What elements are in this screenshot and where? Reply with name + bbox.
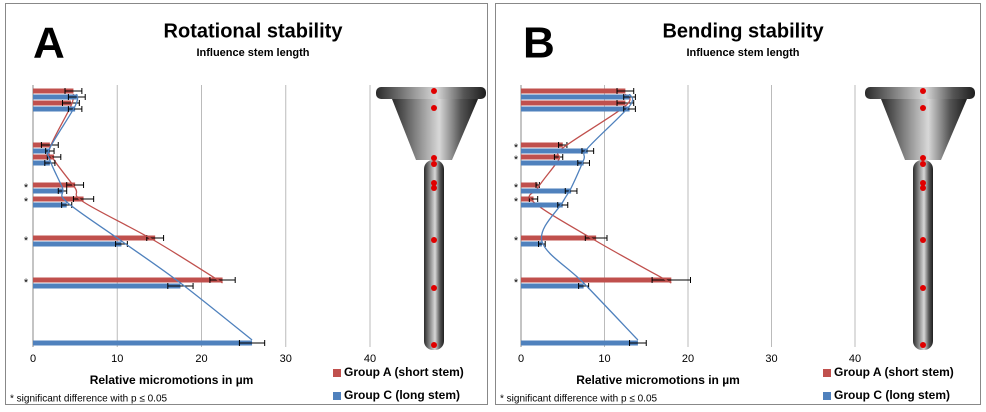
- x-tick-label: 0: [518, 353, 524, 365]
- x-tick-label: 30: [765, 353, 777, 365]
- row-label: *: [24, 277, 29, 289]
- bar: [33, 236, 155, 241]
- stem-illustration: [376, 87, 486, 350]
- x-tick-label: 20: [195, 353, 207, 365]
- legend-swatch: [823, 392, 831, 400]
- row-label: *: [514, 182, 519, 194]
- x-tick-label: 30: [280, 353, 292, 365]
- row-label: *: [514, 235, 519, 247]
- legend-label: Group C (long stem): [834, 388, 950, 402]
- legend-swatch: [333, 392, 341, 400]
- legend-swatch: [823, 369, 831, 377]
- bar: [521, 278, 671, 283]
- chart-subtitle: Influence stem length: [196, 47, 309, 59]
- row-label: *: [514, 196, 519, 208]
- x-tick-label: 0: [30, 353, 36, 365]
- stem-illustration: [865, 87, 975, 350]
- legend-label: Group A (short stem): [834, 365, 954, 379]
- bar: [521, 161, 584, 166]
- bar: [33, 341, 252, 346]
- bar: [521, 341, 638, 346]
- row-label: *: [514, 142, 519, 154]
- bar: [521, 189, 571, 194]
- trend-curve: [49, 94, 223, 283]
- row-label: *: [24, 196, 29, 208]
- bar: [521, 143, 563, 148]
- bar: [33, 242, 121, 247]
- bar: [521, 107, 630, 112]
- trend-curve: [47, 94, 252, 340]
- x-tick-label: 10: [598, 353, 610, 365]
- x-tick-label: 40: [849, 353, 861, 365]
- x-tick-label: 40: [364, 353, 376, 365]
- chart-subtitle: Influence stem length: [686, 47, 799, 59]
- x-axis-label: Relative micromotions in µm: [576, 373, 740, 387]
- bar: [521, 203, 563, 208]
- bar: [521, 149, 588, 154]
- chart-title: Rotational stability: [164, 20, 344, 42]
- legend-label: Group A (short stem): [344, 365, 464, 379]
- bar: [521, 183, 538, 188]
- row-label: *: [514, 154, 519, 166]
- figure: A Rotational stability Influence stem leng…: [0, 0, 986, 407]
- panel-letter: A: [33, 19, 65, 68]
- row-label: *: [514, 277, 519, 289]
- row-label: *: [24, 182, 29, 194]
- chart-title: Bending stability: [662, 20, 824, 42]
- panel-letter: B: [523, 19, 555, 68]
- bar: [521, 284, 584, 289]
- bar: [521, 155, 559, 160]
- row-label: *: [24, 235, 29, 247]
- x-tick-label: 20: [682, 353, 694, 365]
- bar: [33, 284, 180, 289]
- x-tick-label: 10: [111, 353, 123, 365]
- bar: [33, 278, 223, 283]
- footnote: * significant difference with p ≤ 0.05: [10, 394, 167, 405]
- bar: [521, 101, 625, 106]
- bar: [521, 89, 625, 94]
- bar: [521, 95, 630, 100]
- x-axis-label: Relative micromotions in µm: [90, 373, 254, 387]
- legend-swatch: [333, 369, 341, 377]
- legend-label: Group C (long stem): [344, 388, 460, 402]
- footnote: * significant difference with p ≤ 0.05: [500, 394, 657, 405]
